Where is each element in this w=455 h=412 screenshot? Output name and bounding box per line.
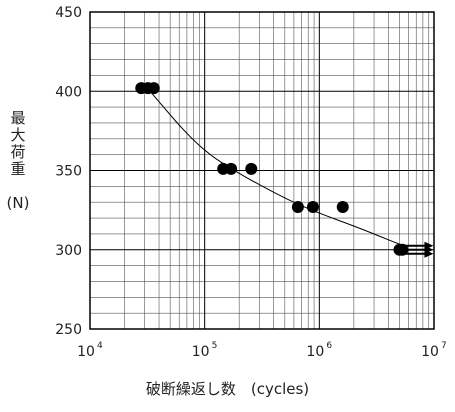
data-point — [225, 162, 238, 175]
fit-curve — [144, 84, 402, 246]
y-tick-label: 350 — [55, 164, 82, 180]
plot-frame — [89, 11, 435, 330]
x-tick-label: 10 — [77, 344, 95, 360]
y-tick-label: 450 — [55, 5, 82, 21]
y-axis-label: 最 大 荷 重 (N) — [6, 109, 30, 212]
x-tick-exponent: 5 — [212, 341, 218, 351]
x-tick-exponent: 7 — [441, 341, 447, 351]
x-tick-exponent: 4 — [97, 341, 103, 351]
data-point — [147, 82, 160, 95]
x-tick-exponent: 6 — [326, 341, 332, 351]
data-point — [396, 243, 409, 256]
grid — [89, 11, 435, 330]
x-tick-label: 10 — [421, 344, 439, 360]
runout-arrow-head — [424, 249, 434, 258]
data-point — [336, 200, 349, 213]
y-tick-label: 250 — [55, 322, 82, 338]
data-point — [245, 162, 258, 175]
x-tick-label: 10 — [306, 344, 324, 360]
data-point — [291, 200, 304, 213]
y-tick-label: 300 — [55, 243, 82, 259]
x-tick-label: 10 — [192, 344, 210, 360]
y-tick-label: 400 — [55, 84, 82, 100]
data-point — [306, 200, 319, 213]
x-axis-label: 破断繰返し数 (cycles) — [145, 380, 310, 398]
